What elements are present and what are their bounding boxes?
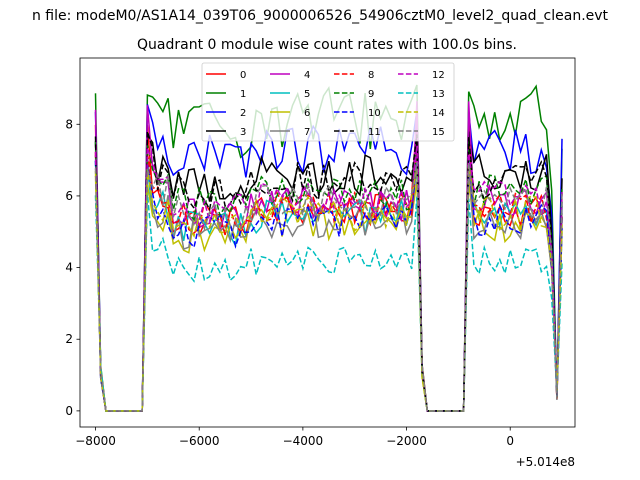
legend-label: 2 [240,108,246,119]
axis-ticks: −8000 −6000 −4000 −2000 0 0 2 4 6 8 [65,117,514,448]
series-line-13 [94,193,563,412]
legend-label: 8 [368,70,374,81]
legend-label: 12 [432,70,445,81]
series-line-10 [94,160,563,412]
y-tick-label: 0 [65,404,73,418]
legend-label: 3 [240,127,246,138]
legend-label: 13 [432,89,445,100]
legend-label: 4 [304,70,310,81]
chart-title: Quadrant 0 module wise count rates with … [137,37,517,53]
x-offset-text: +5.014e8 [516,455,575,469]
legend-label: 11 [368,127,381,138]
y-tick-label: 4 [65,261,73,275]
series-line-14 [94,164,563,412]
y-tick-label: 2 [65,332,73,346]
axes-frame [79,57,576,428]
chart-suptitle: n file: modeM0/AS1A14_039T06_9000006526_… [32,8,609,24]
y-tick-label: 6 [65,189,73,203]
legend-label: 15 [432,127,445,138]
series-line-2 [94,104,563,412]
legend-label: 9 [368,89,374,100]
x-tick-label: −8000 [75,434,116,448]
legend-label: 6 [304,108,310,119]
legend-label: 14 [432,108,445,119]
legend-label: 0 [240,70,246,81]
legend-label: 1 [240,89,246,100]
series-line-6 [94,175,563,412]
legend-label: 10 [368,108,381,119]
series-line-5 [94,160,563,412]
series-lines [94,84,563,412]
legend-box [201,62,455,142]
x-tick-label: 0 [506,434,514,448]
x-tick-label: −4000 [283,434,324,448]
x-tick-label: −6000 [179,434,220,448]
series-line-7 [94,154,563,412]
series-line-15 [94,161,563,412]
legend-label: 5 [304,89,310,100]
x-tick-label: −2000 [386,434,427,448]
series-line-9 [94,140,563,412]
y-tick-label: 8 [65,117,73,131]
legend-label: 7 [304,127,310,138]
